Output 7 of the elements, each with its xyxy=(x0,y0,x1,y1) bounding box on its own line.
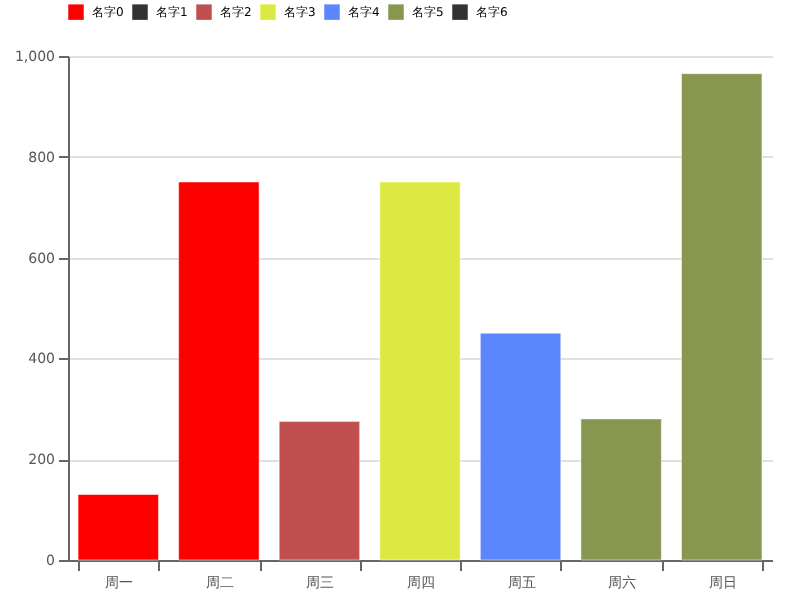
bar xyxy=(680,73,763,561)
bar xyxy=(178,181,260,561)
bar xyxy=(77,493,160,561)
bar xyxy=(580,418,662,561)
bar xyxy=(278,420,361,561)
bar xyxy=(479,332,562,561)
bar xyxy=(379,181,461,561)
